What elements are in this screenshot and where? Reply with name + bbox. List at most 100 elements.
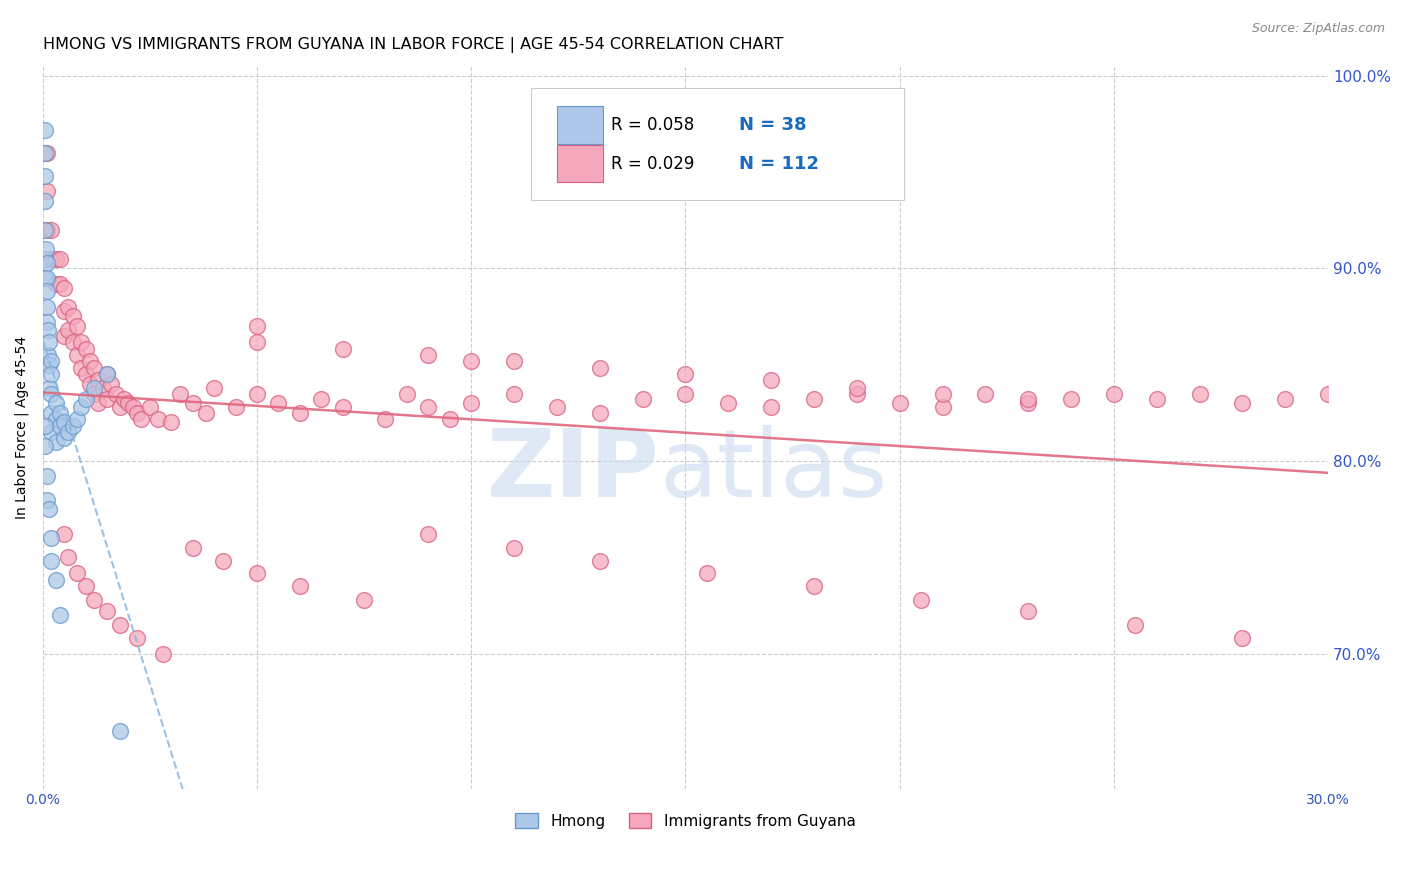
Y-axis label: In Labor Force | Age 45-54: In Labor Force | Age 45-54: [15, 335, 30, 519]
Immigrants from Guyana: [460, 353, 482, 368]
Immigrants from Guyana: [309, 392, 332, 407]
Hmong: [66, 411, 89, 425]
Hmong: [38, 502, 60, 516]
FancyBboxPatch shape: [531, 87, 904, 200]
Immigrants from Guyana: [66, 566, 89, 580]
Immigrants from Guyana: [246, 334, 269, 349]
Immigrants from Guyana: [1232, 632, 1254, 646]
Immigrants from Guyana: [418, 527, 440, 541]
Immigrants from Guyana: [91, 381, 114, 395]
Immigrants from Guyana: [83, 386, 105, 401]
Immigrants from Guyana: [589, 361, 612, 376]
Immigrants from Guyana: [288, 406, 311, 420]
Hmong: [35, 271, 58, 285]
Immigrants from Guyana: [87, 396, 110, 410]
Immigrants from Guyana: [974, 386, 997, 401]
Immigrants from Guyana: [1017, 604, 1039, 618]
Immigrants from Guyana: [845, 381, 868, 395]
Immigrants from Guyana: [1123, 617, 1146, 632]
Immigrants from Guyana: [503, 353, 526, 368]
Immigrants from Guyana: [75, 342, 97, 356]
Immigrants from Guyana: [96, 392, 118, 407]
Text: R = 0.029: R = 0.029: [610, 154, 695, 172]
Hmong: [35, 285, 58, 299]
Immigrants from Guyana: [125, 632, 148, 646]
Text: R = 0.058: R = 0.058: [610, 116, 695, 134]
Immigrants from Guyana: [246, 319, 269, 334]
Hmong: [34, 419, 56, 434]
Immigrants from Guyana: [53, 303, 76, 318]
Immigrants from Guyana: [35, 223, 58, 237]
Hmong: [35, 315, 58, 329]
Immigrants from Guyana: [267, 396, 290, 410]
Immigrants from Guyana: [211, 554, 233, 568]
Hmong: [35, 492, 58, 507]
Immigrants from Guyana: [246, 566, 269, 580]
Hmong: [34, 194, 56, 208]
Immigrants from Guyana: [803, 392, 825, 407]
Immigrants from Guyana: [152, 647, 174, 661]
Hmong: [34, 438, 56, 452]
Immigrants from Guyana: [75, 368, 97, 382]
Immigrants from Guyana: [546, 400, 568, 414]
Immigrants from Guyana: [1146, 392, 1168, 407]
Immigrants from Guyana: [1060, 392, 1083, 407]
Immigrants from Guyana: [288, 579, 311, 593]
Hmong: [39, 406, 62, 420]
Hmong: [38, 358, 60, 372]
Immigrants from Guyana: [160, 416, 183, 430]
Immigrants from Guyana: [1317, 386, 1340, 401]
Immigrants from Guyana: [96, 368, 118, 382]
Immigrants from Guyana: [460, 396, 482, 410]
Hmong: [53, 416, 76, 430]
Hmong: [34, 223, 56, 237]
Hmong: [38, 381, 60, 395]
Immigrants from Guyana: [70, 334, 93, 349]
Hmong: [35, 242, 58, 256]
Immigrants from Guyana: [845, 386, 868, 401]
Text: N = 38: N = 38: [740, 116, 807, 134]
Immigrants from Guyana: [1274, 392, 1296, 407]
Hmong: [108, 723, 131, 738]
Hmong: [53, 431, 76, 445]
Hmong: [39, 554, 62, 568]
Hmong: [35, 300, 58, 314]
Immigrants from Guyana: [45, 252, 67, 266]
Immigrants from Guyana: [418, 400, 440, 414]
Immigrants from Guyana: [1102, 386, 1125, 401]
Immigrants from Guyana: [503, 541, 526, 555]
Immigrants from Guyana: [79, 376, 101, 391]
Immigrants from Guyana: [108, 617, 131, 632]
Immigrants from Guyana: [108, 400, 131, 414]
Immigrants from Guyana: [62, 310, 84, 324]
Immigrants from Guyana: [332, 400, 354, 414]
Hmong: [49, 608, 72, 623]
Immigrants from Guyana: [717, 396, 740, 410]
Immigrants from Guyana: [53, 328, 76, 343]
Immigrants from Guyana: [931, 386, 953, 401]
Immigrants from Guyana: [225, 400, 247, 414]
Hmong: [37, 348, 59, 362]
Text: ZIP: ZIP: [486, 425, 659, 516]
Immigrants from Guyana: [125, 406, 148, 420]
Hmong: [37, 323, 59, 337]
Immigrants from Guyana: [53, 527, 76, 541]
Hmong: [39, 386, 62, 401]
Text: HMONG VS IMMIGRANTS FROM GUYANA IN LABOR FORCE | AGE 45-54 CORRELATION CHART: HMONG VS IMMIGRANTS FROM GUYANA IN LABOR…: [42, 37, 783, 54]
Immigrants from Guyana: [696, 566, 718, 580]
Hmong: [39, 353, 62, 368]
Hmong: [35, 255, 58, 269]
Immigrants from Guyana: [121, 400, 143, 414]
Immigrants from Guyana: [49, 277, 72, 291]
Immigrants from Guyana: [353, 592, 375, 607]
Hmong: [39, 368, 62, 382]
Immigrants from Guyana: [39, 252, 62, 266]
Immigrants from Guyana: [889, 396, 911, 410]
Hmong: [49, 419, 72, 434]
Immigrants from Guyana: [395, 386, 418, 401]
Immigrants from Guyana: [139, 400, 162, 414]
Hmong: [34, 145, 56, 160]
Hmong: [34, 271, 56, 285]
Immigrants from Guyana: [673, 386, 696, 401]
Immigrants from Guyana: [332, 342, 354, 356]
